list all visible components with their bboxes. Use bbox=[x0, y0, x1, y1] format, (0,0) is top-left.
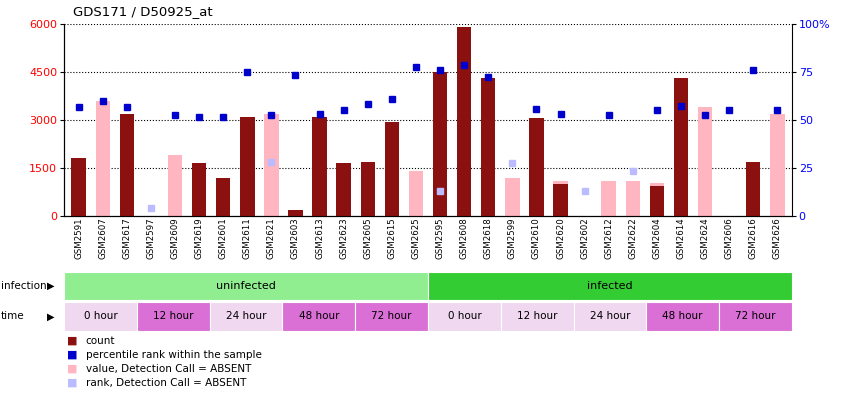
Text: 72 hour: 72 hour bbox=[735, 311, 776, 322]
Bar bbox=[210, 302, 282, 331]
Bar bbox=[574, 302, 646, 331]
Text: ■: ■ bbox=[67, 364, 77, 374]
Text: ▶: ▶ bbox=[47, 281, 55, 291]
Bar bbox=[674, 78, 688, 216]
Bar bbox=[428, 302, 501, 331]
Bar bbox=[64, 272, 428, 300]
Bar bbox=[433, 183, 448, 216]
Text: ■: ■ bbox=[67, 378, 77, 388]
Text: time: time bbox=[1, 311, 25, 322]
Text: percentile rank within the sample: percentile rank within the sample bbox=[86, 350, 261, 360]
Bar bbox=[698, 107, 712, 216]
Bar bbox=[240, 117, 254, 216]
Bar bbox=[355, 302, 428, 331]
Text: ■: ■ bbox=[67, 336, 77, 346]
Bar bbox=[282, 302, 355, 331]
Bar bbox=[650, 183, 664, 216]
Bar bbox=[626, 181, 640, 216]
Bar bbox=[428, 272, 792, 300]
Bar bbox=[288, 210, 303, 216]
Bar bbox=[505, 178, 520, 216]
Text: 12 hour: 12 hour bbox=[153, 311, 193, 322]
Bar bbox=[650, 186, 664, 216]
Bar bbox=[137, 302, 210, 331]
Bar bbox=[120, 114, 134, 216]
Bar bbox=[64, 302, 137, 331]
Bar bbox=[408, 171, 423, 216]
Bar bbox=[360, 162, 375, 216]
Text: value, Detection Call = ABSENT: value, Detection Call = ABSENT bbox=[86, 364, 251, 374]
Bar bbox=[770, 114, 785, 216]
Text: infection: infection bbox=[1, 281, 46, 291]
Text: ▶: ▶ bbox=[47, 311, 55, 322]
Bar bbox=[457, 27, 472, 216]
Text: 24 hour: 24 hour bbox=[590, 311, 630, 322]
Bar bbox=[602, 181, 616, 216]
Text: GDS171 / D50925_at: GDS171 / D50925_at bbox=[73, 5, 212, 18]
Text: ■: ■ bbox=[67, 350, 77, 360]
Text: 48 hour: 48 hour bbox=[663, 311, 703, 322]
Text: count: count bbox=[86, 336, 115, 346]
Text: 72 hour: 72 hour bbox=[372, 311, 412, 322]
Bar bbox=[96, 101, 110, 216]
Bar bbox=[646, 302, 719, 331]
Bar bbox=[719, 302, 792, 331]
Bar bbox=[501, 302, 574, 331]
Text: 48 hour: 48 hour bbox=[299, 311, 339, 322]
Bar bbox=[216, 178, 230, 216]
Text: 0 hour: 0 hour bbox=[84, 311, 117, 322]
Text: 0 hour: 0 hour bbox=[448, 311, 481, 322]
Text: rank, Detection Call = ABSENT: rank, Detection Call = ABSENT bbox=[86, 378, 246, 388]
Bar bbox=[168, 155, 182, 216]
Text: infected: infected bbox=[587, 281, 633, 291]
Bar bbox=[553, 181, 568, 216]
Text: 24 hour: 24 hour bbox=[226, 311, 266, 322]
Bar bbox=[336, 163, 351, 216]
Text: 12 hour: 12 hour bbox=[517, 311, 557, 322]
Bar bbox=[481, 78, 496, 216]
Bar bbox=[553, 184, 568, 216]
Bar bbox=[384, 122, 399, 216]
Bar bbox=[192, 163, 206, 216]
Text: uninfected: uninfected bbox=[217, 281, 276, 291]
Bar bbox=[265, 114, 278, 216]
Bar bbox=[71, 158, 86, 216]
Bar bbox=[433, 72, 448, 216]
Bar bbox=[312, 117, 327, 216]
Bar bbox=[746, 162, 760, 216]
Bar bbox=[529, 118, 544, 216]
